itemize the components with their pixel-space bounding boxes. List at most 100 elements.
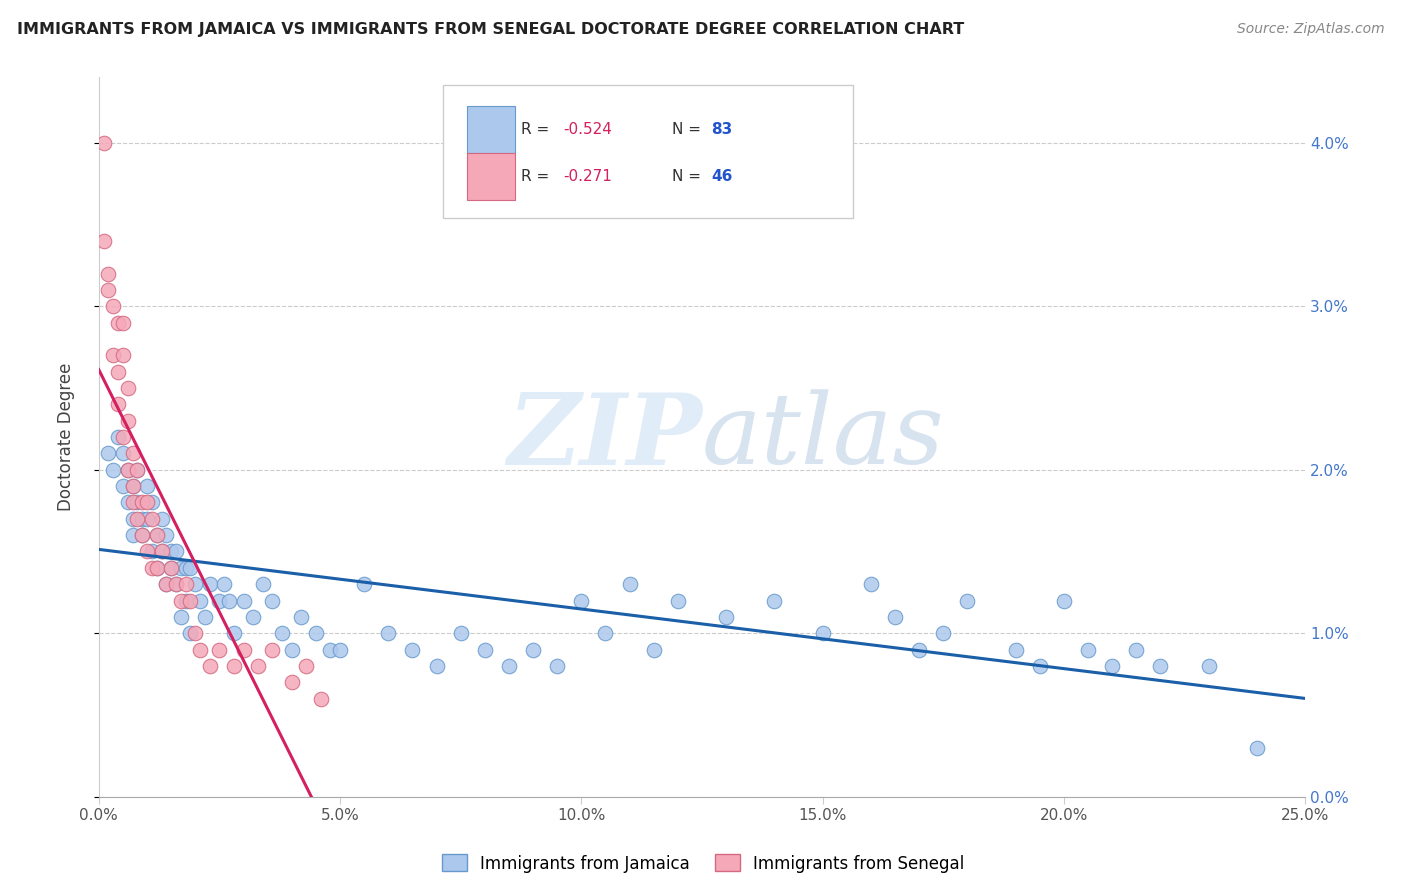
Point <box>179 626 201 640</box>
Point <box>212 577 235 591</box>
Point <box>117 463 139 477</box>
Point <box>595 626 617 640</box>
Point <box>218 593 240 607</box>
Point <box>174 577 197 591</box>
Point <box>194 610 217 624</box>
Point <box>111 316 134 330</box>
Point <box>252 577 274 591</box>
Point <box>309 691 332 706</box>
Point <box>184 626 207 640</box>
Point <box>188 593 211 607</box>
Point <box>377 626 399 640</box>
Text: 46: 46 <box>711 169 733 184</box>
Point <box>222 659 245 673</box>
Point <box>155 577 177 591</box>
Point <box>262 593 284 607</box>
Point <box>179 593 201 607</box>
Point <box>643 642 665 657</box>
Point <box>305 626 328 640</box>
Point <box>165 577 187 591</box>
Point <box>242 610 264 624</box>
Point <box>170 610 193 624</box>
Point <box>145 528 167 542</box>
Point <box>127 463 149 477</box>
Point <box>208 642 231 657</box>
Y-axis label: Doctorate Degree: Doctorate Degree <box>58 363 75 511</box>
Point <box>319 642 342 657</box>
Point <box>141 495 163 509</box>
Text: N =: N = <box>672 121 706 136</box>
Point <box>1149 659 1171 673</box>
Point <box>121 495 143 509</box>
Point <box>127 463 149 477</box>
Point <box>170 561 193 575</box>
Point <box>179 561 201 575</box>
Point <box>160 544 183 558</box>
Point <box>107 430 129 444</box>
Point <box>141 544 163 558</box>
Point <box>121 446 143 460</box>
Point <box>136 544 159 558</box>
Point <box>232 593 254 607</box>
Point <box>188 642 211 657</box>
FancyBboxPatch shape <box>467 106 515 153</box>
Point <box>450 626 472 640</box>
Point <box>198 577 221 591</box>
Text: Source: ZipAtlas.com: Source: ZipAtlas.com <box>1237 22 1385 37</box>
Point <box>131 528 153 542</box>
Point <box>93 136 115 150</box>
Point <box>956 593 979 607</box>
Text: IMMIGRANTS FROM JAMAICA VS IMMIGRANTS FROM SENEGAL DOCTORATE DEGREE CORRELATION : IMMIGRANTS FROM JAMAICA VS IMMIGRANTS FR… <box>17 22 965 37</box>
Point <box>174 561 197 575</box>
Point <box>97 446 120 460</box>
Point <box>198 659 221 673</box>
Point <box>1101 659 1123 673</box>
Point <box>666 593 689 607</box>
Point <box>145 561 167 575</box>
Point <box>111 430 134 444</box>
Point <box>1198 659 1220 673</box>
Point <box>136 512 159 526</box>
Point <box>141 512 163 526</box>
Text: atlas: atlas <box>702 390 945 484</box>
Point <box>763 593 786 607</box>
Point <box>165 544 187 558</box>
Point <box>136 479 159 493</box>
Point <box>117 463 139 477</box>
Point <box>170 593 193 607</box>
Point <box>184 577 207 591</box>
Point <box>281 642 304 657</box>
Point <box>97 283 120 297</box>
Point <box>111 348 134 362</box>
Point <box>131 528 153 542</box>
Point <box>569 593 592 607</box>
Text: -0.271: -0.271 <box>564 169 612 184</box>
Point <box>222 626 245 640</box>
Point <box>121 528 143 542</box>
FancyBboxPatch shape <box>467 153 515 200</box>
Point <box>208 593 231 607</box>
Text: ZIP: ZIP <box>508 389 702 485</box>
Point <box>107 397 129 411</box>
Point <box>247 659 270 673</box>
Point <box>1053 593 1076 607</box>
Point <box>401 642 423 657</box>
Point <box>232 642 254 657</box>
Text: R =: R = <box>522 121 554 136</box>
Point <box>97 267 120 281</box>
Point <box>522 642 544 657</box>
Text: N =: N = <box>672 169 706 184</box>
Point <box>1246 740 1268 755</box>
Point <box>121 479 143 493</box>
Text: -0.524: -0.524 <box>564 121 612 136</box>
Point <box>121 512 143 526</box>
Point <box>908 642 931 657</box>
Point <box>117 381 139 395</box>
Point <box>1125 642 1147 657</box>
Point <box>145 561 167 575</box>
Point <box>174 593 197 607</box>
Point <box>127 512 149 526</box>
Point <box>281 675 304 690</box>
Point <box>160 561 183 575</box>
Point <box>103 299 125 313</box>
